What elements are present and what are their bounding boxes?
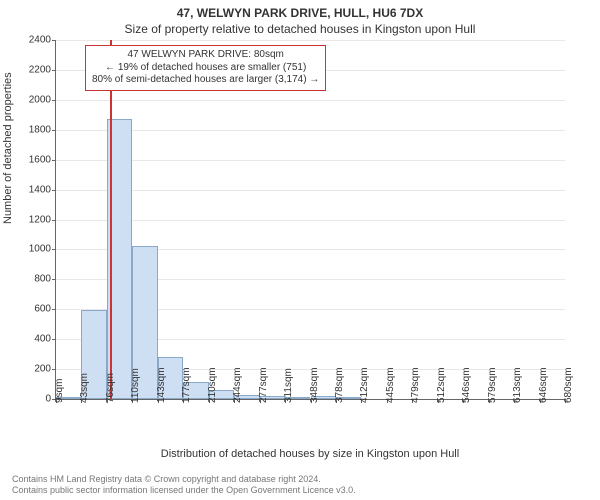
gridline xyxy=(56,130,565,131)
gridline xyxy=(56,190,565,191)
ytick-mark xyxy=(52,249,56,250)
xtick-label: 244sqm xyxy=(232,367,243,403)
xtick-label: 646sqm xyxy=(538,367,549,403)
ytick-mark xyxy=(52,70,56,71)
ytick-label: 2000 xyxy=(29,94,51,105)
histogram-plot-area: 0200400600800100012001400160018002000220… xyxy=(55,40,565,400)
xtick-label: 613sqm xyxy=(512,367,523,403)
chart-page: 47, WELWYN PARK DRIVE, HULL, HU6 7DX Siz… xyxy=(0,0,600,500)
ytick-mark xyxy=(52,130,56,131)
attribution-line-2: Contains public sector information licen… xyxy=(12,485,356,496)
gridline xyxy=(56,220,565,221)
ytick-mark xyxy=(52,309,56,310)
xtick-label: 512sqm xyxy=(436,367,447,403)
xtick-label: 277sqm xyxy=(258,367,269,403)
xtick-label: 579sqm xyxy=(487,367,498,403)
ytick-mark xyxy=(52,100,56,101)
xtick-label: 546sqm xyxy=(461,367,472,403)
info-line-2: ← 19% of detached houses are smaller (75… xyxy=(92,62,319,75)
xtick-label: 680sqm xyxy=(563,367,574,403)
ytick-label: 2400 xyxy=(29,35,51,46)
x-axis-label: Distribution of detached houses by size … xyxy=(55,448,565,460)
attribution-text: Contains HM Land Registry data © Crown c… xyxy=(12,474,356,496)
ytick-label: 400 xyxy=(34,334,51,345)
xtick-label: 479sqm xyxy=(410,367,421,403)
ytick-label: 600 xyxy=(34,304,51,315)
ytick-label: 200 xyxy=(34,364,51,375)
xtick-label: 177sqm xyxy=(181,367,192,403)
ytick-label: 0 xyxy=(45,394,51,405)
property-marker-line xyxy=(110,40,112,399)
ytick-mark xyxy=(52,339,56,340)
property-info-box: 47 WELWYN PARK DRIVE: 80sqm ← 19% of det… xyxy=(85,45,326,91)
xtick-label: 43sqm xyxy=(79,373,90,403)
y-axis-label: Number of detached properties xyxy=(2,72,14,224)
xtick-label: 76sqm xyxy=(105,373,116,403)
ytick-mark xyxy=(52,369,56,370)
ytick-label: 2200 xyxy=(29,64,51,75)
xtick-label: 143sqm xyxy=(156,367,167,403)
ytick-label: 1400 xyxy=(29,184,51,195)
ytick-label: 1200 xyxy=(29,214,51,225)
gridline xyxy=(56,160,565,161)
xtick-label: 210sqm xyxy=(207,367,218,403)
ytick-label: 1600 xyxy=(29,154,51,165)
gridline xyxy=(56,40,565,41)
xtick-label: 348sqm xyxy=(309,367,320,403)
info-line-3: 80% of semi-detached houses are larger (… xyxy=(92,74,319,87)
attribution-line-1: Contains HM Land Registry data © Crown c… xyxy=(12,474,356,485)
page-title: 47, WELWYN PARK DRIVE, HULL, HU6 7DX xyxy=(0,6,600,20)
page-subtitle: Size of property relative to detached ho… xyxy=(0,22,600,36)
ytick-label: 800 xyxy=(34,274,51,285)
xtick-label: 378sqm xyxy=(334,367,345,403)
ytick-mark xyxy=(52,160,56,161)
xtick-label: 311sqm xyxy=(283,368,294,403)
ytick-label: 1000 xyxy=(29,244,51,255)
xtick-label: 9sqm xyxy=(54,379,65,403)
info-line-1: 47 WELWYN PARK DRIVE: 80sqm xyxy=(92,49,319,62)
ytick-mark xyxy=(52,279,56,280)
ytick-mark xyxy=(52,40,56,41)
ytick-mark xyxy=(52,190,56,191)
xtick-label: 412sqm xyxy=(359,367,370,403)
xtick-label: 110sqm xyxy=(130,368,141,403)
ytick-label: 1800 xyxy=(29,124,51,135)
xtick-label: 445sqm xyxy=(385,367,396,403)
ytick-mark xyxy=(52,220,56,221)
gridline xyxy=(56,100,565,101)
